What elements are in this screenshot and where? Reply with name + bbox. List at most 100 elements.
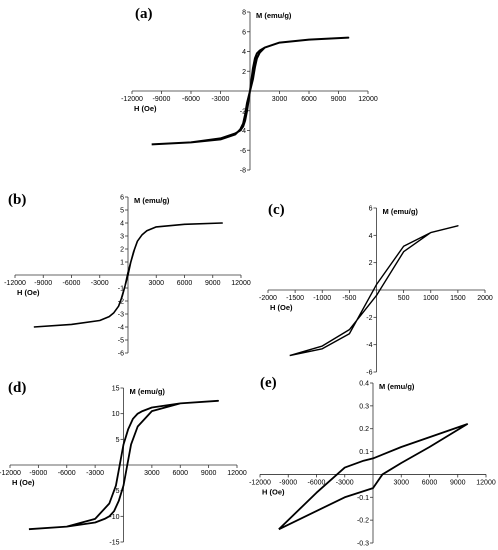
y-tick-label: -2 (366, 315, 372, 322)
y-tick-label: -0.3 (357, 541, 369, 548)
y-tick-label: 1 (120, 260, 124, 267)
y-tick-label: 15 (112, 386, 120, 393)
y-tick-label: 10 (112, 411, 120, 418)
x-tick-label: -9000 (29, 470, 47, 477)
x-tick-label: -6000 (58, 470, 76, 477)
x-tick-label: 1500 (450, 295, 466, 302)
y-tick-label: 0.2 (359, 426, 369, 433)
x-tick-label: -12000 (249, 479, 271, 486)
y-tick-label: 6 (242, 29, 246, 36)
y-tick-label: -6 (118, 351, 124, 358)
y-tick-label: 0.3 (359, 403, 369, 410)
x-tick-label: -3000 (91, 280, 109, 287)
panel-label: (b) (8, 192, 26, 208)
hysteresis-loop (33, 222, 223, 328)
y-tick-label: -6 (366, 370, 372, 377)
panel-label: (e) (260, 375, 277, 391)
y-tick-label: 3 (120, 234, 124, 241)
x-axis-label: H (Oe) (17, 288, 40, 297)
y-tick-label: -1 (118, 286, 124, 293)
panel-d: -12000 -9000 -6000 -3000 3000 6000 9000 12000 -1… (0, 380, 247, 547)
x-tick-label: -6000 (63, 280, 81, 287)
hysteresis-loop (28, 399, 219, 531)
panel-label: (d) (8, 380, 26, 396)
y-axis-label: M (emu/g) (379, 382, 415, 391)
x-tick-label: 12000 (476, 479, 496, 486)
x-tick-label: -9000 (279, 479, 297, 486)
x-tick-label: 9000 (450, 479, 466, 486)
y-tick-label: 6 (369, 206, 373, 213)
x-axis-label: H (Oe) (12, 478, 35, 487)
panel-label: (c) (268, 202, 285, 218)
x-tick-label: 6000 (301, 96, 317, 103)
x-tick-label: 12000 (227, 470, 247, 477)
y-axis-label: M (emu/g) (134, 196, 170, 205)
panel-b: -12000 -9000 -6000 -3000 3000 6000 9000 12000 -6… (4, 192, 251, 358)
x-tick-label: 12000 (231, 280, 251, 287)
hysteresis-loop (151, 36, 350, 146)
y-tick-label: 2 (120, 247, 124, 254)
y-tick-label: 6 (120, 195, 124, 202)
hysteresis-loop (289, 225, 459, 357)
y-tick-label: 0.1 (359, 449, 369, 456)
y-tick-label: 5 (120, 208, 124, 215)
x-tick-label: 3000 (272, 96, 288, 103)
y-axis-label: M (emu/g) (130, 387, 166, 396)
y-tick-label: -2 (240, 108, 246, 115)
x-tick-label: -3000 (212, 96, 230, 103)
x-tick-label: 9000 (201, 470, 217, 477)
y-tick-label: 4 (242, 49, 246, 56)
y-tick-label: 4 (369, 233, 373, 240)
x-tick-label: 3000 (393, 479, 409, 486)
y-tick-label: 8 (242, 10, 246, 17)
x-tick-label: -12000 (0, 470, 21, 477)
y-tick-label: -5 (118, 338, 124, 345)
x-tick-label: 9000 (331, 96, 347, 103)
x-tick-label: -1000 (313, 295, 331, 302)
x-tick-label: 1000 (423, 295, 439, 302)
hysteresis-loop (278, 423, 469, 531)
x-tick-label: 12000 (358, 96, 378, 103)
y-tick-label: -15 (109, 540, 119, 547)
x-axis-label: H (Oe) (270, 303, 293, 312)
y-tick-label: -4 (366, 342, 372, 349)
y-tick-label: -3 (118, 312, 124, 319)
x-tick-label: -500 (342, 295, 356, 302)
x-tick-label: -3000 (336, 479, 354, 486)
y-axis-label: M (emu/g) (383, 207, 419, 216)
x-tick-label: 2000 (477, 295, 493, 302)
x-tick-label: 6000 (177, 280, 193, 287)
x-tick-label: 9000 (205, 280, 221, 287)
y-tick-label: 2 (242, 69, 246, 76)
x-tick-label: 3000 (148, 280, 164, 287)
y-tick-label: -0.2 (357, 518, 369, 525)
y-tick-label: -0.1 (357, 495, 369, 502)
y-tick-label: -8 (240, 168, 246, 175)
y-tick-label: -10 (109, 514, 119, 521)
y-tick-label: -4 (118, 325, 124, 332)
x-tick-label: 6000 (172, 470, 188, 477)
x-tick-label: 6000 (422, 479, 438, 486)
x-tick-label: 500 (398, 295, 410, 302)
x-tick-label: -2000 (259, 295, 277, 302)
y-tick-label: -6 (240, 148, 246, 155)
x-tick-label: -12000 (4, 280, 26, 287)
y-axis-label: M (emu/g) (256, 11, 292, 20)
x-axis-label: H (Oe) (134, 104, 157, 113)
x-tick-label: -3000 (86, 470, 104, 477)
x-axis-label: H (Oe) (262, 487, 285, 496)
x-tick-label: -1500 (286, 295, 304, 302)
x-tick-label: -9000 (34, 280, 52, 287)
panel-a: -12000 -9000 -6000 -3000 3000 6000 9000 12000 -8… (121, 6, 378, 175)
x-tick-label: 3000 (144, 470, 160, 477)
y-tick-label: 5 (116, 437, 120, 444)
y-tick-label: -5 (113, 488, 119, 495)
y-tick-label: 4 (120, 221, 124, 228)
y-tick-label: -4 (240, 128, 246, 135)
panel-e: -12000 -9000 -6000 -3000 3000 6000 9000 12000 -0… (249, 375, 496, 548)
panel-label: (a) (135, 6, 153, 22)
x-tick-label: -6000 (182, 96, 200, 103)
x-tick-label: -12000 (121, 96, 143, 103)
y-tick-label: 2 (369, 260, 373, 267)
